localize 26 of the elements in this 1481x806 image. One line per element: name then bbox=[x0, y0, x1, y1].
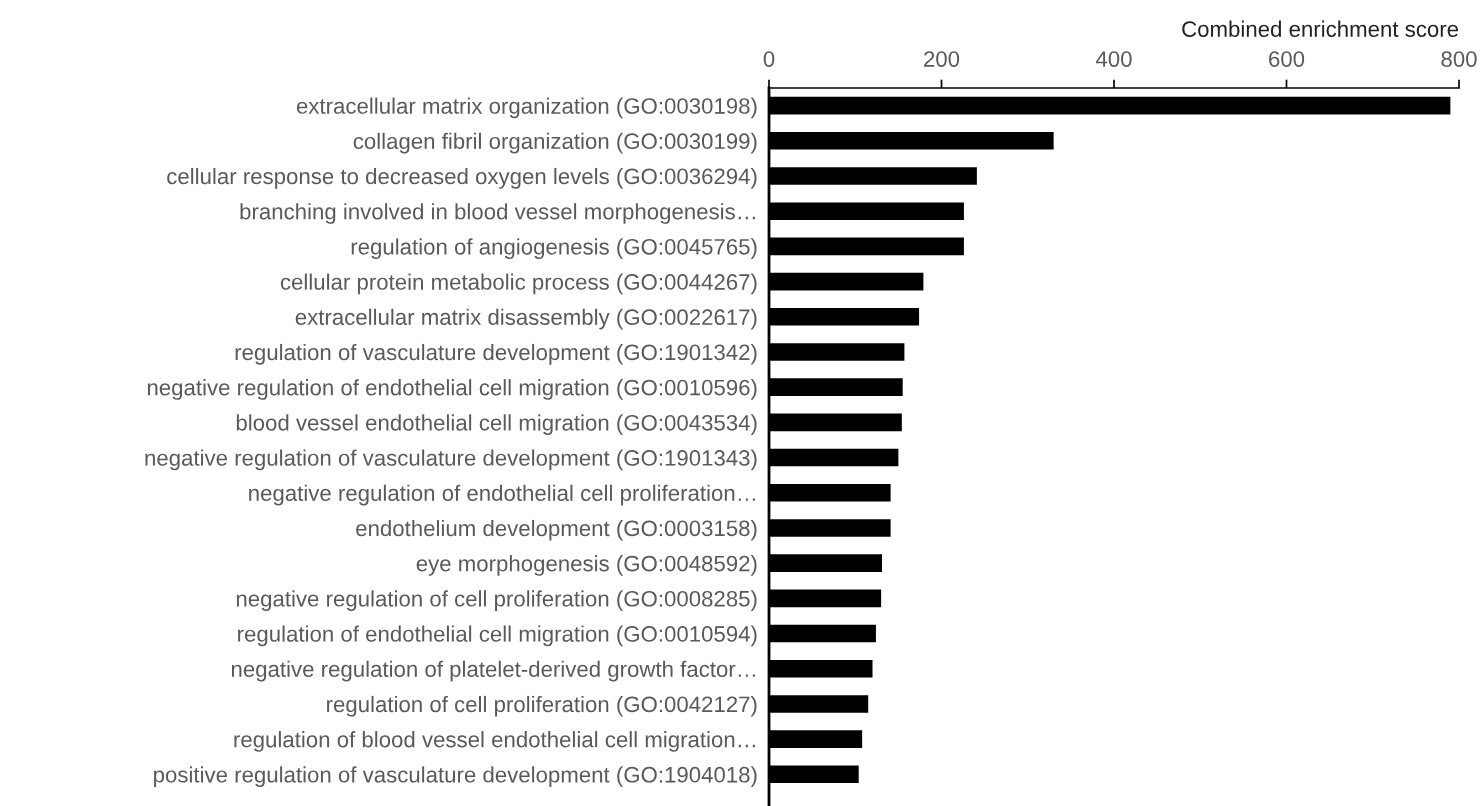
y-tick-label: negative regulation of endothelial cell migration (GO:0010596) bbox=[147, 379, 757, 400]
x-tick-label: 800 bbox=[1441, 51, 1477, 67]
y-tick-label: extracellular matrix disassembly (GO:0022617) bbox=[295, 308, 757, 330]
y-tick-label: negative regulation of platelet-derived growth factor… bbox=[231, 660, 755, 682]
y-tick-label: extracellular matrix organization (GO:0030198) bbox=[296, 97, 757, 119]
y-tick-label: regulation of blood vessel endothelial cell migration… bbox=[234, 731, 755, 752]
x-tick-label: 0 bbox=[763, 51, 775, 67]
y-tick-label: positive regulation of vasculature development (GO:1904018) bbox=[154, 766, 757, 787]
x-tick-label: 200 bbox=[924, 51, 960, 67]
y-tick-label: blood vessel endothelial cell migration (GO:0043534) bbox=[236, 414, 757, 436]
x-tick-label: 600 bbox=[1269, 51, 1305, 67]
y-tick-label: cellular response to decreased oxygen levels (GO:0036294) bbox=[167, 167, 757, 189]
y-tick-label: negative regulation of endothelial cell proliferation… bbox=[249, 484, 755, 506]
x-axis-title: Combined enrichment score bbox=[1182, 20, 1459, 37]
y-tick-label: eye morphogenesis (GO:0048592) bbox=[416, 555, 757, 576]
y-tick-label: negative regulation of cell proliferation (GO:0008285) bbox=[236, 590, 757, 612]
y-tick-label: regulation of cell proliferation (GO:0042127) bbox=[327, 695, 757, 717]
y-tick-label: negative regulation of vasculature development (GO:1901343) bbox=[145, 449, 757, 471]
y-tick-label: regulation of vasculature development (GO:1901342) bbox=[235, 343, 757, 365]
y-tick-label: regulation of angiogenesis (GO:0045765) bbox=[351, 238, 757, 260]
y-tick-label: cellular protein metabolic process (GO:0044267) bbox=[280, 273, 757, 295]
x-tick-label: 400 bbox=[1095, 51, 1132, 67]
y-tick-label: regulation of endothelial cell migration (GO:0010594) bbox=[238, 625, 757, 647]
y-tick-label: branching involved in blood vessel morphogenesis… bbox=[240, 203, 755, 224]
y-tick-label: collagen fibril organization (GO:0030199) bbox=[353, 132, 757, 154]
y-tick-label: endothelium development (GO:0003158) bbox=[356, 519, 757, 541]
